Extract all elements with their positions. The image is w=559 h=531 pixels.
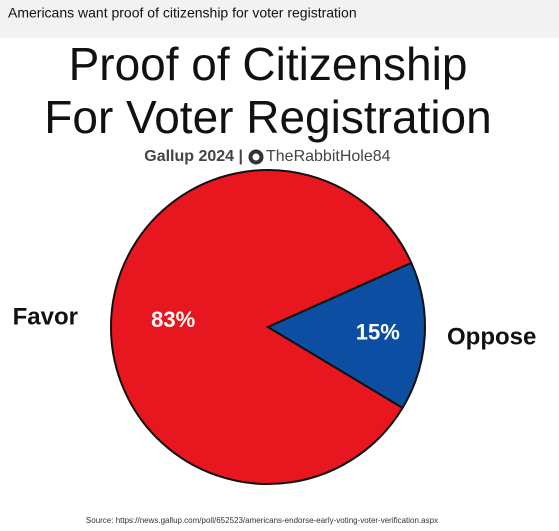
post-header xyxy=(0,0,559,38)
chart-source: Source: https://news.gallup.com/poll/652… xyxy=(86,516,438,525)
category-label: Favor xyxy=(13,303,78,330)
value-label: 15% xyxy=(356,319,400,344)
value-label: 83% xyxy=(151,307,195,332)
handle-icon xyxy=(248,149,264,165)
category-label: Oppose xyxy=(447,323,536,350)
pie-slice xyxy=(265,261,426,410)
post-text: Americans want proof of citizenship for … xyxy=(8,5,357,21)
chart-title-line: For Voter Registration xyxy=(44,91,491,143)
chart-title-line: Proof of Citizenship xyxy=(69,38,468,90)
chart-credit: TheRabbitHole84 xyxy=(266,148,391,165)
chart-subtitle: Gallup 2024 | xyxy=(144,148,243,165)
pie-slice xyxy=(110,169,413,485)
